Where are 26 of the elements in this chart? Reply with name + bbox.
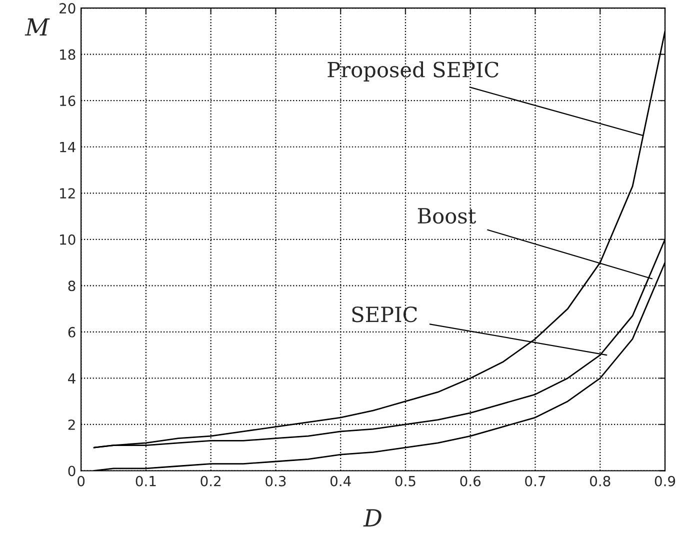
x-tick-label: 0.1: [136, 476, 156, 486]
x-tick-label: 0.3: [266, 476, 286, 486]
x-axis-title: D: [363, 509, 382, 526]
y-tick-label: 6: [68, 326, 76, 338]
x-tick-label: 0: [78, 476, 85, 486]
y-axis-title: M: [24, 18, 50, 36]
x-tick-label: 0.6: [460, 476, 481, 486]
y-tick-label: 4: [68, 373, 76, 384]
y-tick-label: 10: [60, 234, 76, 245]
y-tick-label: 0: [68, 466, 76, 476]
x-tick-label: 0.4: [330, 476, 351, 486]
annotation: SEPIC: [352, 306, 417, 322]
annotation: Boost: [418, 208, 476, 224]
x-tick-label: 0.5: [395, 476, 416, 486]
x-tick-label: 0.9: [654, 476, 676, 486]
x-tick-label: 0.7: [525, 476, 546, 486]
y-tick-label: 8: [68, 280, 76, 292]
x-tick-label: 0.8: [590, 476, 610, 486]
annotation: Proposed SEPIC: [328, 61, 498, 82]
y-tick-label: 18: [60, 49, 76, 60]
y-tick-label: 20: [60, 3, 76, 14]
y-tick-label: 14: [60, 142, 76, 152]
x-tick-label: 0.2: [200, 476, 220, 486]
y-tick-label: 12: [60, 188, 75, 198]
y-tick-label: 2: [68, 419, 75, 430]
y-tick-label: 16: [60, 96, 76, 106]
